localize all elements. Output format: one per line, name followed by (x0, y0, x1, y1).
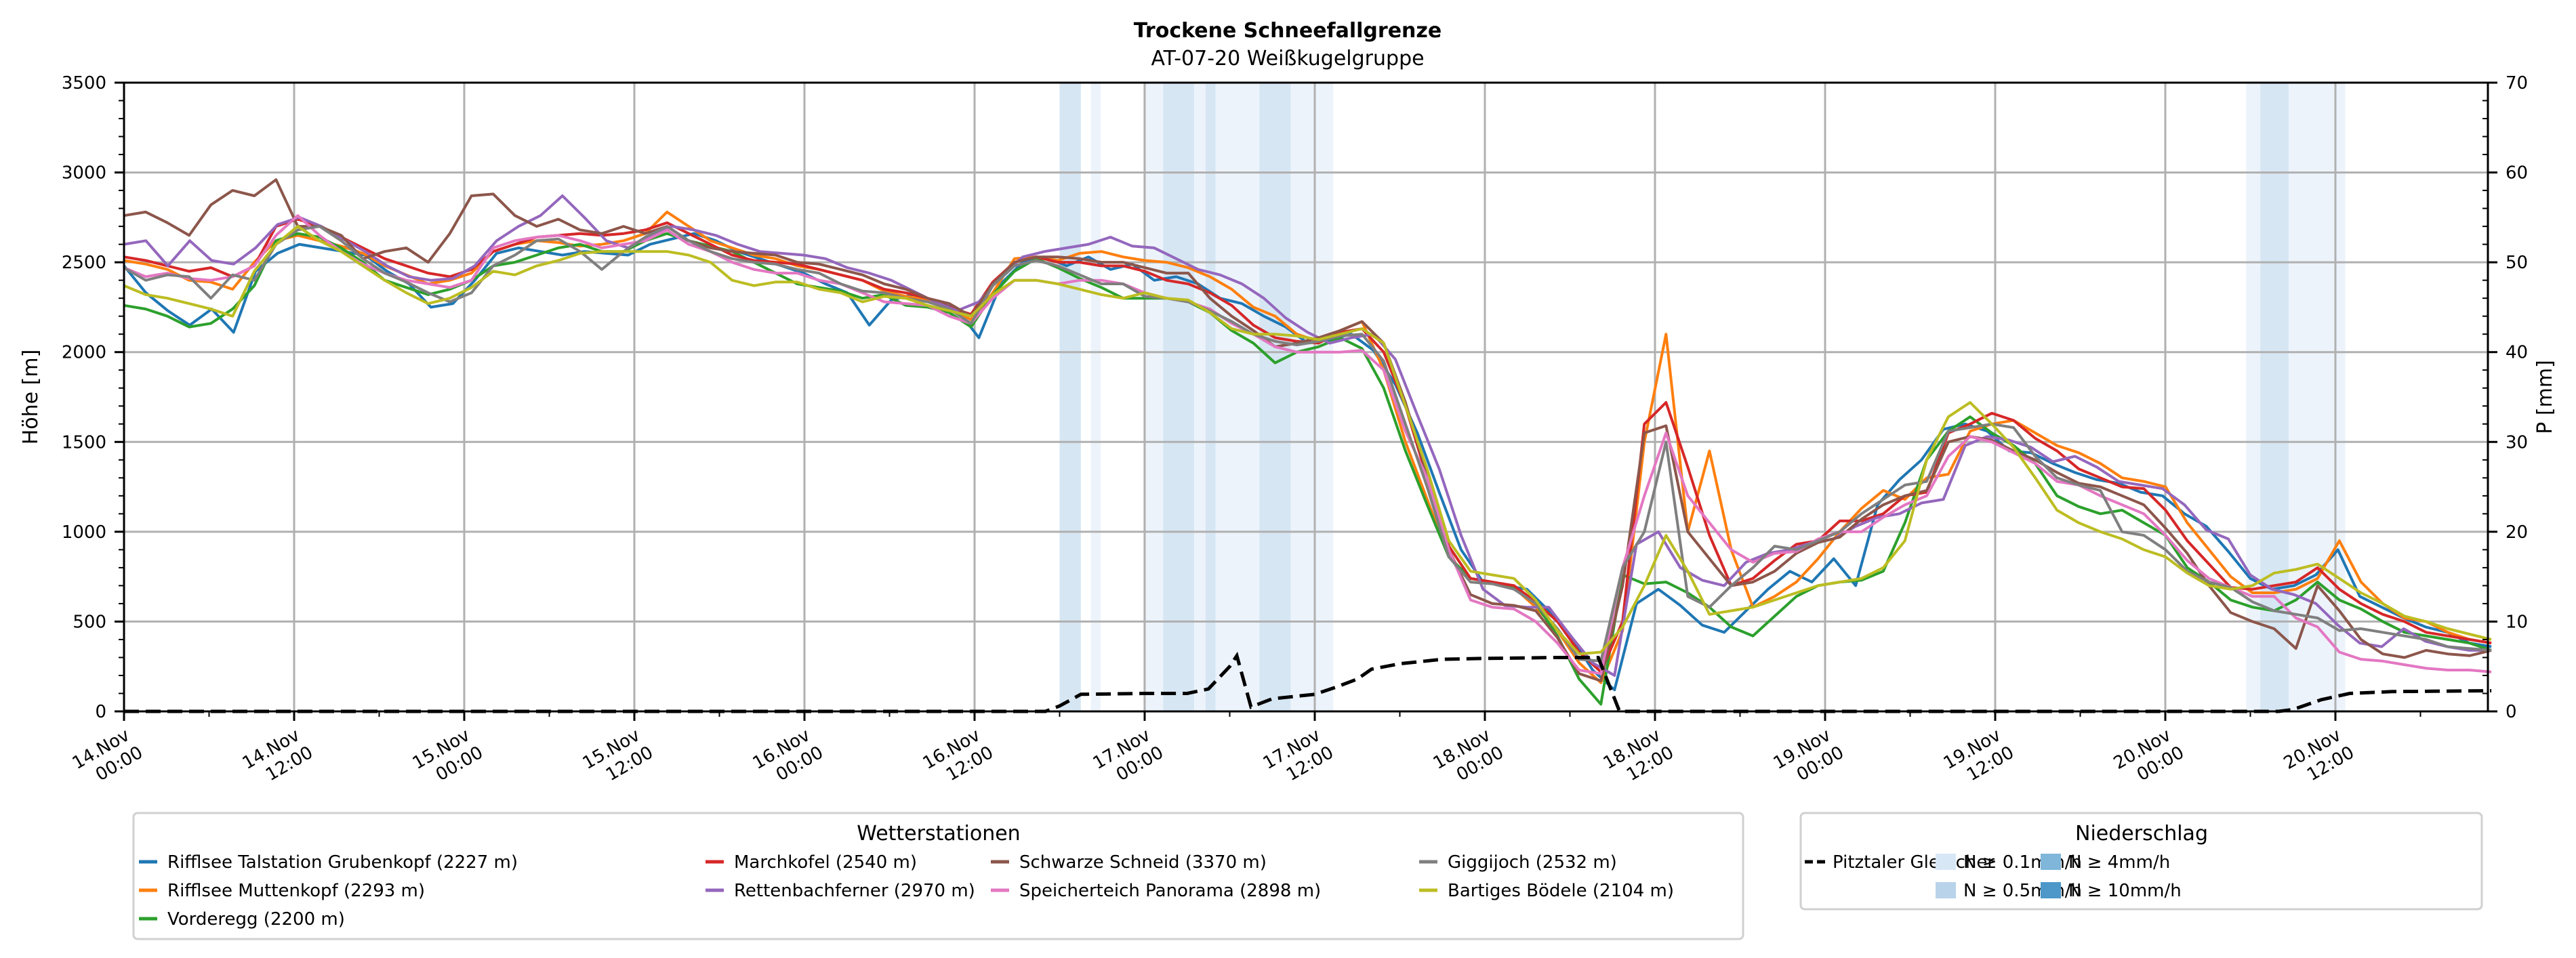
legend-label: Schwarze Schneid (3370 m) (1019, 852, 1267, 873)
chart-title: Trockene Schneefallgrenze (1134, 19, 1442, 43)
legend-precip-label: N ≥ 0.5mm/h (1963, 881, 2082, 901)
precip-band (2260, 83, 2289, 711)
legend-item: Vorderegg (2200 m) (139, 909, 345, 930)
legend-item: Rifflsee Talstation Grubenkopf (2227 m) (139, 852, 518, 873)
legend-precip: Niederschlag Pitztaler Gletscher N ≥ 0.1… (1799, 812, 2483, 911)
legend-label: Rifflsee Talstation Grubenkopf (2227 m) (167, 852, 518, 873)
series-line-5 (123, 194, 2492, 677)
legend-item: Rifflsee Muttenkopf (2293 m) (139, 881, 425, 901)
precip-band (1163, 83, 1195, 711)
series-line-6 (123, 178, 2492, 682)
y-axis-right: 0 10 20 30 40 50 60 70 (2482, 73, 2528, 722)
legend-label: Bartiges Bödele (2104 m) (1448, 881, 1674, 901)
legend-label: Giggijoch (2532 m) (1448, 852, 1617, 873)
precip-line-group (124, 651, 2492, 713)
y-tick-label: 1500 (62, 432, 106, 453)
legend-precip-level: N ≥ 0.1mm/h (1936, 852, 2082, 873)
y2-tick-label: 50 (2506, 253, 2528, 273)
y2-axis-label: P [mm] (2533, 360, 2557, 434)
legend-item: Speicherteich Panorama (2898 m) (991, 881, 1321, 901)
y2-tick-label: 30 (2506, 432, 2528, 453)
precip-band (1194, 83, 1206, 711)
legend-precip-swatch (2041, 882, 2061, 898)
y2-tick-label: 10 (2506, 612, 2528, 632)
y2-tick-label: 40 (2506, 343, 2528, 363)
series-line-7 (123, 214, 2492, 675)
y-tick-label: 2500 (62, 253, 106, 273)
precip-bands (1059, 83, 2346, 711)
legend-label: Rettenbachferner (2970 m) (734, 881, 975, 901)
y2-tick-label: 70 (2506, 73, 2528, 93)
legend-item: Marchkofel (2540 m) (706, 852, 917, 873)
y-tick-label: 500 (73, 612, 106, 632)
legend-precip-label: N ≥ 4mm/h (2068, 852, 2170, 873)
legend-item: Giggijoch (2532 m) (1419, 852, 1617, 873)
y2-tick-label: 0 (2506, 702, 2517, 722)
legend-precip-label: N ≥ 0.1mm/h (1963, 852, 2082, 873)
legend-precip-label: N ≥ 10mm/h (2068, 881, 2182, 901)
legend-item: Rettenbachferner (2970 m) (706, 881, 975, 901)
legend-precip-swatch (2041, 854, 2061, 870)
legend-precip-swatch (1936, 882, 1956, 898)
legend-label: Speicherteich Panorama (2898 m) (1019, 881, 1321, 901)
legend-label: Rifflsee Muttenkopf (2293 m) (167, 881, 425, 901)
series-line-9 (123, 225, 2492, 656)
legend-precip-swatch (1936, 854, 1956, 870)
series-line-3 (123, 232, 2492, 706)
y-axis-left: 0 500 1000 1500 2000 2500 3000 3500 (62, 73, 124, 722)
y-tick-label: 1000 (62, 522, 106, 543)
legend-item: Schwarze Schneid (3370 m) (991, 852, 1267, 873)
precip-band (1205, 83, 1216, 711)
legend-precip-level: N ≥ 10mm/h (2041, 881, 2182, 901)
precip-line (124, 651, 2492, 713)
precip-band (1090, 83, 1101, 711)
precip-band (1259, 83, 1291, 711)
plot-frame (123, 81, 2489, 713)
chart-subtitle: AT-07-20 Weißkugelgruppe (1151, 47, 1424, 70)
y-tick-label: 3500 (62, 73, 106, 93)
legend-stations: Wetterstationen Rifflsee Talstation Grub… (132, 812, 1744, 940)
legend-label: Vorderegg (2200 m) (167, 909, 345, 930)
y-tick-label: 3000 (62, 163, 106, 184)
legend-stations-title: Wetterstationen (857, 822, 1020, 846)
legend-precip-level: N ≥ 0.5mm/h (1936, 881, 2082, 901)
legend-precip-line-label: Pitztaler Gletscher (1833, 852, 1995, 873)
legend-label: Marchkofel (2540 m) (734, 852, 917, 873)
legend-precip-title: Niederschlag (2075, 822, 2208, 846)
precip-band (2246, 83, 2261, 711)
series-line-8 (123, 225, 2492, 663)
precip-band (1143, 83, 1164, 711)
legend-stations-frame (132, 812, 1744, 940)
y2-tick-label: 60 (2506, 163, 2528, 184)
y-tick-label: 0 (95, 702, 106, 722)
y-tick-label: 2000 (62, 343, 106, 363)
legend-precip-level: N ≥ 4mm/h (2041, 852, 2170, 873)
y-axis-label: Höhe [m] (19, 350, 43, 445)
legend-item: Bartiges Bödele (2104 m) (1419, 881, 1674, 901)
precip-band (1290, 83, 1334, 711)
y2-tick-label: 20 (2506, 522, 2528, 543)
legend-precip-frame (1799, 812, 2483, 911)
precip-band (1059, 83, 1081, 711)
series-group (123, 178, 2492, 706)
precip-band (1215, 83, 1260, 711)
